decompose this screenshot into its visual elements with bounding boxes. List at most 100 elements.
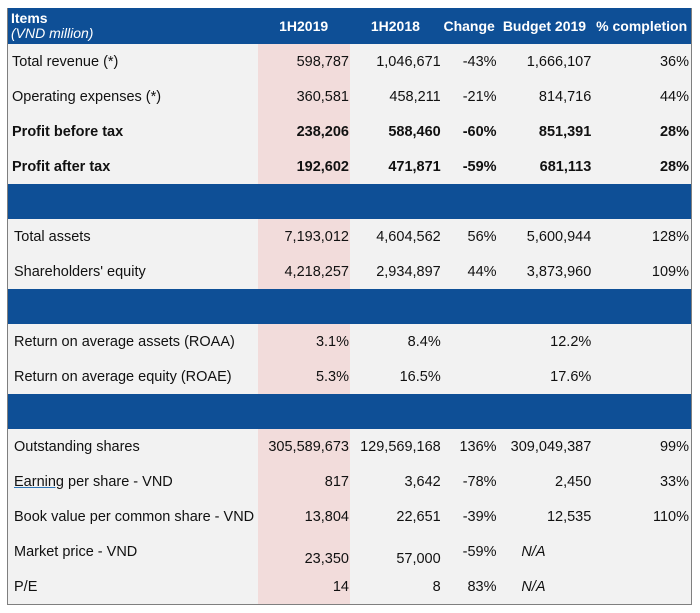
value-1h2018: 3,642 bbox=[404, 473, 441, 490]
underlined-word: Earning bbox=[14, 473, 64, 490]
value-1h2019: 238,206 bbox=[258, 114, 350, 149]
table-header: Items (VND million) 1H2019 1H2018 Change… bbox=[8, 8, 691, 44]
value-change: 83% bbox=[467, 578, 497, 595]
table-row: Return on average assets (ROAA) 3.1% 8.4% 1… bbox=[8, 324, 691, 359]
value-1h2019: 598,787 bbox=[258, 44, 350, 79]
value-change: 56% bbox=[467, 228, 497, 245]
value-completion bbox=[594, 534, 691, 569]
section-divider bbox=[8, 184, 691, 219]
table-row: Profit after tax 192,602 471,871 -59% 681,11… bbox=[8, 149, 691, 184]
table-row: Earning per share - VND 817 3,642 -78% 2,450… bbox=[8, 464, 691, 499]
row-label: Profit before tax bbox=[12, 123, 124, 140]
value-1h2018: 588,460 bbox=[388, 123, 441, 140]
value-1h2019: 192,602 bbox=[258, 149, 350, 184]
value-budget-2019: 851,391 bbox=[538, 123, 592, 140]
value-budget-2019: 681,113 bbox=[539, 158, 592, 175]
value-1h2018: 471,871 bbox=[388, 158, 441, 175]
value-completion: 28% bbox=[659, 158, 690, 175]
value-1h2019: 5.3% bbox=[258, 359, 350, 394]
value-change bbox=[442, 359, 498, 394]
row-label: Total assets bbox=[14, 228, 91, 245]
table-row: Profit before tax 238,206 588,460 -60% 851,3… bbox=[8, 114, 691, 149]
table-body: Total revenue (*) 598,787 1,046,671 -43% 1,6… bbox=[8, 44, 691, 604]
header-items: Items (VND million) bbox=[8, 8, 258, 44]
table-row: P/E 14 8 83% N/A bbox=[8, 569, 691, 604]
row-label: Total revenue (*) bbox=[12, 53, 119, 70]
value-completion: 28% bbox=[659, 123, 690, 140]
row-label: Return on average equity (ROAE) bbox=[14, 368, 232, 385]
table-row: Shareholders' equity 4,218,257 2,934,897 44… bbox=[8, 254, 691, 289]
row-label: Book value per common share - VND bbox=[14, 508, 255, 525]
value-change: 136% bbox=[459, 438, 497, 455]
value-budget-2019: 1,666,107 bbox=[526, 53, 592, 70]
value-1h2019: 7,193,012 bbox=[258, 219, 350, 254]
value-change: -59% bbox=[462, 158, 497, 175]
header-budget-2019: Budget 2019 bbox=[502, 18, 587, 34]
value-1h2018: 57,000 bbox=[396, 551, 441, 567]
value-completion: 99% bbox=[659, 438, 690, 455]
value-completion bbox=[594, 569, 691, 604]
value-change: -21% bbox=[462, 88, 497, 105]
value-completion: 36% bbox=[659, 53, 690, 70]
value-change: -43% bbox=[462, 53, 497, 70]
value-1h2019: 305,589,673 bbox=[258, 429, 350, 464]
section-divider bbox=[8, 289, 691, 324]
value-budget-2019: 814,716 bbox=[538, 88, 592, 105]
value-budget-2019: 12.2% bbox=[550, 333, 592, 350]
header-1h2019: 1H2019 bbox=[258, 8, 350, 44]
value-1h2019: 14 bbox=[258, 569, 350, 604]
header-1h2018: 1H2018 bbox=[370, 18, 420, 34]
value-1h2019: 817 bbox=[258, 464, 350, 499]
value-change: -39% bbox=[462, 508, 497, 525]
value-change: 44% bbox=[467, 263, 497, 280]
row-label: Shareholders' equity bbox=[14, 263, 146, 280]
value-budget-2019: 5,600,944 bbox=[526, 228, 592, 245]
table-row: Return on average equity (ROAE) 5.3% 16.5%… bbox=[8, 359, 691, 394]
row-label: Earning per share - VND bbox=[14, 473, 173, 490]
table-row: Market price - VND 23,350 57,000 -59% N/A bbox=[8, 534, 691, 569]
value-budget-2019: 309,049,387 bbox=[510, 438, 592, 455]
value-1h2019: 13,804 bbox=[258, 499, 350, 534]
value-completion: 109% bbox=[651, 263, 690, 280]
value-1h2018: 16.5% bbox=[399, 368, 441, 385]
row-label: P/E bbox=[14, 578, 38, 595]
value-budget-2019: 2,450 bbox=[555, 473, 592, 490]
value-completion bbox=[594, 324, 691, 359]
unit-label: (VND million) bbox=[11, 25, 94, 41]
header-completion: % completion bbox=[596, 18, 688, 34]
value-1h2018: 458,211 bbox=[389, 88, 441, 105]
value-completion: 128% bbox=[651, 228, 690, 245]
row-label: Market price - VND bbox=[14, 543, 138, 560]
financial-results-table: Items (VND million) 1H2019 1H2018 Change… bbox=[7, 8, 692, 605]
value-completion: 110% bbox=[653, 508, 690, 525]
value-1h2018: 129,569,168 bbox=[360, 438, 441, 455]
value-budget-2019: 3,873,960 bbox=[526, 263, 592, 280]
value-change: -60% bbox=[462, 123, 497, 140]
value-budget-2019: 12,535 bbox=[546, 508, 592, 525]
value-1h2019: 23,350 bbox=[258, 534, 350, 569]
value-1h2018: 8.4% bbox=[407, 333, 441, 350]
table-row: Book value per common share - VND 13,804 2… bbox=[8, 499, 691, 534]
value-change: -78% bbox=[462, 473, 497, 490]
value-1h2018: 1,046,671 bbox=[376, 53, 441, 70]
value-1h2019: 3.1% bbox=[258, 324, 350, 359]
value-budget-2019: 17.6% bbox=[550, 368, 592, 385]
value-1h2018: 22,651 bbox=[396, 508, 441, 525]
value-1h2018: 2,934,897 bbox=[376, 263, 441, 280]
value-change bbox=[442, 324, 498, 359]
section-divider bbox=[8, 394, 691, 429]
value-1h2019: 4,218,257 bbox=[258, 254, 350, 289]
value-completion: 44% bbox=[659, 88, 690, 105]
table-row: Operating expenses (*) 360,581 458,211 -21%… bbox=[8, 79, 691, 114]
value-budget-2019: N/A bbox=[521, 578, 546, 595]
row-label: Operating expenses (*) bbox=[12, 88, 162, 105]
value-1h2018: 4,604,562 bbox=[376, 228, 441, 245]
value-completion: 33% bbox=[659, 473, 690, 490]
row-label: Profit after tax bbox=[12, 158, 111, 175]
value-budget-2019: N/A bbox=[521, 543, 546, 560]
table-row: Outstanding shares 305,589,673 129,569,168… bbox=[8, 429, 691, 464]
items-label: Items bbox=[11, 10, 48, 26]
value-change: -59% bbox=[462, 543, 497, 560]
table-row: Total revenue (*) 598,787 1,046,671 -43% 1,6… bbox=[8, 44, 691, 79]
value-completion bbox=[594, 359, 691, 394]
